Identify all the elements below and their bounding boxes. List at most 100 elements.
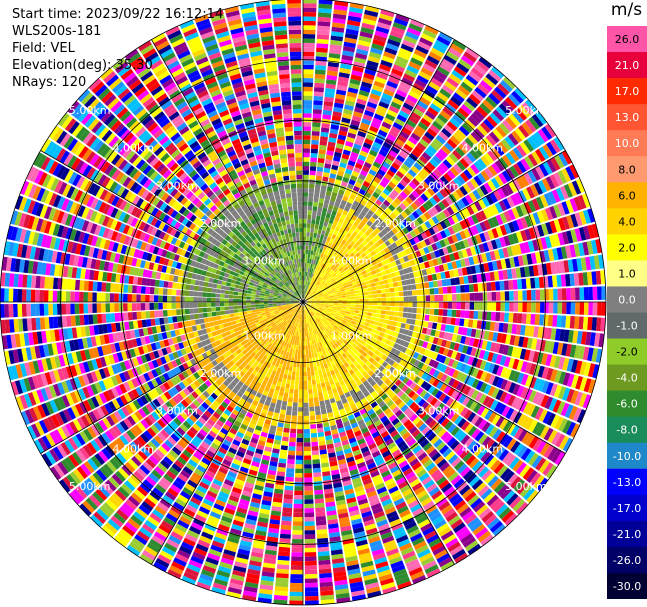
range-gate <box>434 294 439 302</box>
range-gate <box>395 55 409 65</box>
range-gate <box>296 340 299 346</box>
range-gate <box>408 115 419 125</box>
range-gate <box>310 297 316 300</box>
range-gate <box>282 503 293 509</box>
range-gate <box>317 229 322 235</box>
range-gate <box>409 222 417 230</box>
range-gate <box>565 166 576 181</box>
range-gate <box>433 287 439 295</box>
range-gate <box>485 252 492 262</box>
range-gate <box>496 365 504 377</box>
range-gate <box>329 132 338 139</box>
range-gate <box>501 405 511 417</box>
range-gate <box>303 284 305 290</box>
range-gate <box>425 199 434 209</box>
range-gate <box>460 335 467 344</box>
range-gate <box>285 414 292 420</box>
range-gate <box>435 134 446 145</box>
range-gate <box>377 297 382 302</box>
range-gate <box>319 294 324 297</box>
range-gate <box>438 32 453 43</box>
range-gate <box>390 302 395 307</box>
range-gate <box>318 392 323 398</box>
range-gate <box>573 273 580 286</box>
range-gate <box>481 340 488 350</box>
range-gate <box>364 298 369 302</box>
range-gate <box>583 362 591 377</box>
range-gate <box>308 292 312 296</box>
range-gate <box>323 308 328 312</box>
range-gate <box>322 254 327 260</box>
range-gate <box>482 76 496 89</box>
range-gate <box>420 223 428 231</box>
range-gate <box>309 281 312 287</box>
range-gate <box>307 291 311 296</box>
range-gate <box>330 271 336 276</box>
range-gate <box>408 296 413 302</box>
range-gate <box>334 235 340 242</box>
range-gate <box>341 54 354 61</box>
range-gate <box>314 498 325 504</box>
range-gate <box>303 214 307 219</box>
range-gate <box>535 251 542 264</box>
range-gate <box>307 376 312 381</box>
range-gate <box>306 303 311 306</box>
range-gate <box>313 95 324 101</box>
range-gate <box>377 105 388 113</box>
range-gate <box>303 20 316 26</box>
range-gate <box>537 180 548 194</box>
range-gate <box>504 183 514 195</box>
range-gate <box>342 282 348 287</box>
range-gate <box>332 293 337 296</box>
range-gate <box>285 472 294 478</box>
range-gate <box>305 280 308 286</box>
range-gate <box>367 287 373 292</box>
range-gate <box>488 363 496 374</box>
range-gate <box>358 310 364 315</box>
range-gate <box>306 304 310 308</box>
range-gate <box>405 172 414 181</box>
range-gate <box>466 180 476 191</box>
range-gate <box>436 323 442 331</box>
range-gate <box>471 90 484 102</box>
range-gate <box>373 277 379 283</box>
range-gate <box>313 309 318 312</box>
range-gate <box>438 264 445 272</box>
range-gate <box>355 102 366 110</box>
range-gate <box>427 209 435 218</box>
range-gate <box>312 255 316 260</box>
range-gate <box>406 232 413 240</box>
range-gate <box>466 205 475 216</box>
range-gate <box>504 302 510 312</box>
range-gate <box>505 152 516 165</box>
range-gate <box>574 391 583 406</box>
range-gate <box>358 249 364 255</box>
range-gate <box>352 318 357 322</box>
range-gate <box>286 379 291 385</box>
range-gate <box>453 163 463 174</box>
range-gate <box>324 271 329 276</box>
range-gate <box>347 19 361 27</box>
range-gate <box>410 365 417 373</box>
range-gate <box>378 365 385 372</box>
range-gate <box>350 291 355 295</box>
range-gate <box>340 290 346 294</box>
range-gate <box>553 355 561 369</box>
range-gate <box>570 229 578 243</box>
range-gate <box>326 79 337 85</box>
range-gate <box>409 324 415 331</box>
range-gate <box>379 165 389 173</box>
range-gate <box>317 290 322 294</box>
range-gate <box>441 279 447 287</box>
range-gate <box>493 271 500 281</box>
range-gate <box>432 369 440 378</box>
range-gate <box>311 302 316 304</box>
range-gate <box>365 354 372 361</box>
range-gate <box>280 382 286 388</box>
range-gate <box>508 221 516 233</box>
range-gate <box>392 208 401 217</box>
range-gate <box>324 304 329 306</box>
range-gate <box>343 317 348 322</box>
range-gate <box>531 168 541 181</box>
range-gate <box>312 109 322 115</box>
